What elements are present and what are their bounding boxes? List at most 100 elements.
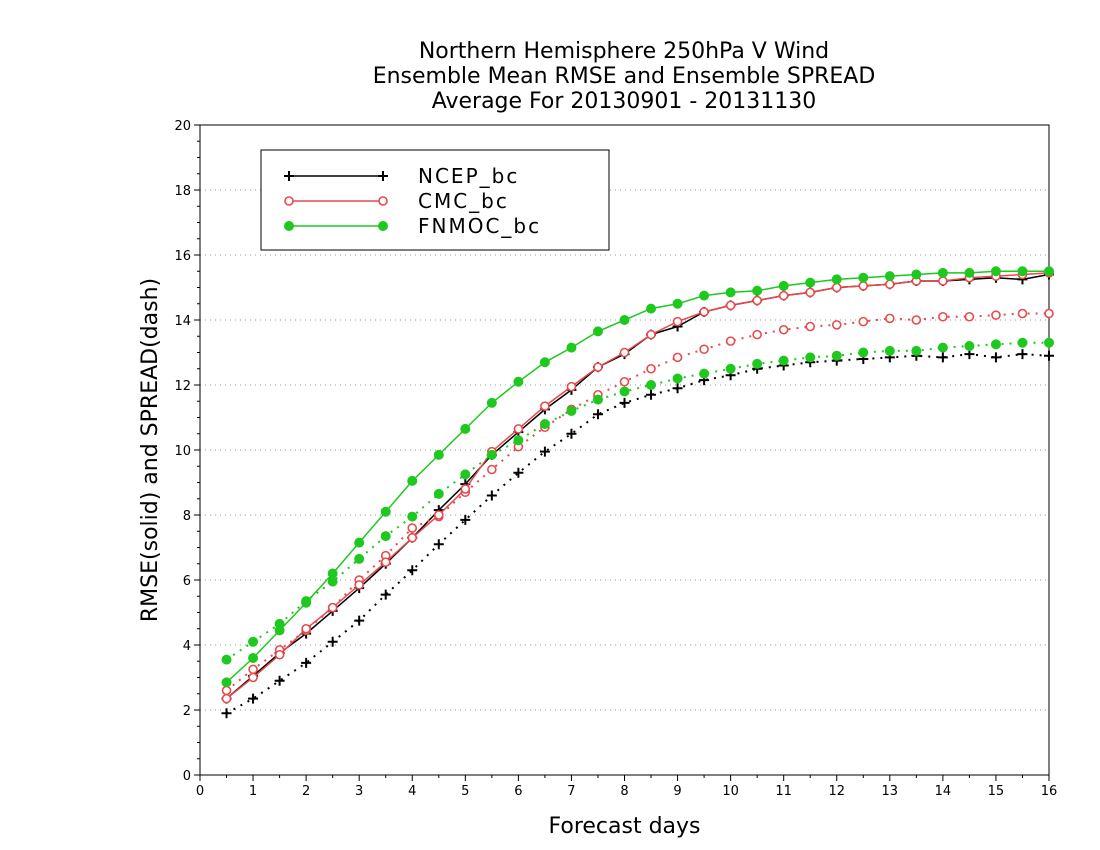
title-line-3: Average For 20130901 - 20131130 (432, 89, 817, 114)
point-ncep-bc-spread-7 (407, 565, 418, 576)
point-fnmoc-bc-spread-28 (964, 341, 975, 351)
point-cmc-bc-spread-17 (672, 352, 683, 363)
point-ncep-bc-spread-3 (301, 657, 312, 668)
point-cmc-bc-rmse-15 (619, 347, 630, 358)
point-ncep-bc-spread-6 (380, 589, 391, 600)
point-cmc-bc-spread-22 (805, 321, 816, 332)
chart-title: Northern Hemisphere 250hPa V WindEnsembl… (373, 39, 876, 114)
y-tick-label-16: 16 (174, 249, 191, 264)
y-axis-title: RMSE(solid) and SPREAD(dash) (138, 278, 163, 622)
point-fnmoc-bc-rmse-11 (513, 376, 524, 387)
x-tick-label-8: 8 (620, 784, 628, 799)
x-tick-label-5: 5 (461, 784, 469, 799)
point-ncep-bc-spread-12 (539, 446, 550, 457)
series-layer (221, 266, 1054, 719)
x-tick-label-9: 9 (673, 784, 681, 799)
point-cmc-bc-rmse-6 (380, 557, 391, 567)
point-cmc-bc-spread-10 (487, 464, 497, 475)
y-tick-label-6: 6 (183, 574, 191, 589)
point-cmc-bc-spread-7 (407, 523, 418, 533)
series-line-cmc-bc-spread (225, 312, 1049, 692)
point-ncep-bc-spread-11 (513, 467, 524, 478)
series-fnmoc-bc-spread (221, 337, 1054, 665)
point-fnmoc-bc-rmse-19 (725, 287, 736, 298)
point-cmc-bc-rmse-19 (725, 300, 736, 311)
y-tick-label-8: 8 (183, 509, 191, 524)
grid-lines (200, 189, 1049, 711)
point-fnmoc-bc-spread-10 (486, 449, 497, 460)
point-fnmoc-bc-rmse-8 (433, 449, 444, 460)
x-tick-label-16: 16 (1041, 784, 1058, 799)
x-tick-label-2: 2 (302, 784, 310, 799)
point-cmc-bc-spread-24 (858, 316, 869, 327)
point-fnmoc-bc-rmse-25 (884, 271, 895, 282)
point-cmc-bc-spread-26 (911, 315, 922, 325)
point-fnmoc-bc-rmse-24 (858, 272, 869, 283)
point-ncep-bc-spread-8 (433, 539, 444, 550)
x-tick-label-10: 10 (722, 784, 739, 799)
x-tick-label-6: 6 (514, 784, 522, 799)
y-tick-label-18: 18 (174, 184, 191, 199)
point-cmc-bc-rmse-18 (699, 307, 709, 317)
point-cmc-bc-rmse-14 (593, 362, 603, 372)
point-fnmoc-bc-rmse-27 (937, 267, 948, 278)
point-cmc-bc-rmse-17 (672, 316, 683, 327)
point-fnmoc-bc-rmse-9 (460, 423, 471, 434)
point-fnmoc-bc-rmse-12 (539, 357, 550, 368)
point-cmc-bc-rmse-8 (433, 510, 444, 520)
point-cmc-bc-rmse-20 (752, 295, 762, 306)
point-fnmoc-bc-spread-21 (778, 355, 789, 366)
point-cmc-bc-rmse-3 (301, 623, 311, 634)
point-cmc-bc-rmse-1 (248, 672, 258, 683)
point-fnmoc-bc-rmse-18 (699, 290, 710, 301)
point-fnmoc-bc-spread-8 (433, 488, 444, 499)
point-cmc-bc-spread-23 (831, 320, 842, 330)
point-cmc-bc-rmse-24 (858, 281, 869, 291)
point-fnmoc-bc-rmse-10 (486, 397, 497, 408)
point-fnmoc-bc-rmse-26 (911, 269, 922, 280)
point-ncep-bc-spread-29 (990, 352, 1001, 363)
point-fnmoc-bc-spread-6 (380, 531, 391, 542)
point-fnmoc-bc-rmse-7 (407, 475, 418, 486)
point-fnmoc-bc-spread-31 (1044, 337, 1054, 348)
legend-marker-end-cmc-bc (378, 196, 388, 206)
x-tick-label-13: 13 (882, 784, 899, 799)
point-ncep-bc-spread-2 (274, 675, 285, 686)
point-fnmoc-bc-spread-16 (646, 380, 657, 390)
point-fnmoc-bc-spread-20 (752, 358, 763, 369)
point-fnmoc-bc-rmse-31 (1044, 266, 1054, 277)
point-cmc-bc-spread-16 (646, 363, 656, 374)
x-tick-label-15: 15 (988, 784, 1005, 799)
point-fnmoc-bc-spread-13 (566, 406, 577, 416)
legend-label-fnmoc-bc: FNMOC_bc (418, 214, 541, 238)
point-cmc-bc-rmse-22 (805, 287, 816, 298)
point-fnmoc-bc-rmse-20 (752, 285, 763, 296)
point-ncep-bc-spread-1 (248, 693, 259, 704)
series-line-ncep-bc-spread (226, 353, 1050, 715)
point-ncep-bc-spread-0 (221, 708, 232, 719)
point-ncep-bc-spread-14 (592, 409, 603, 420)
point-fnmoc-bc-spread-18 (699, 368, 710, 379)
point-cmc-bc-rmse-13 (566, 381, 577, 392)
series-line-fnmoc-bc-spread (225, 341, 1049, 661)
point-fnmoc-bc-spread-23 (831, 350, 842, 361)
legend-marker-start-cmc-bc (284, 196, 294, 206)
point-fnmoc-bc-rmse-22 (805, 277, 816, 288)
point-fnmoc-bc-spread-14 (592, 394, 603, 405)
point-fnmoc-bc-spread-12 (539, 419, 550, 429)
x-tick-label-11: 11 (775, 784, 792, 799)
x-tick-label-14: 14 (935, 784, 952, 799)
point-fnmoc-bc-rmse-0 (221, 677, 232, 688)
point-fnmoc-bc-spread-1 (248, 636, 259, 647)
point-cmc-bc-spread-15 (619, 376, 630, 387)
x-tick-label-7: 7 (567, 784, 575, 799)
title-line-2: Ensemble Mean RMSE and Ensemble SPREAD (373, 64, 876, 89)
legend-box (260, 149, 610, 251)
series-ncep-bc-rmse (221, 269, 1054, 704)
point-cmc-bc-rmse-2 (274, 649, 285, 660)
point-fnmoc-bc-rmse-17 (672, 298, 683, 309)
point-cmc-bc-rmse-9 (460, 484, 471, 494)
point-cmc-bc-rmse-11 (513, 424, 524, 434)
